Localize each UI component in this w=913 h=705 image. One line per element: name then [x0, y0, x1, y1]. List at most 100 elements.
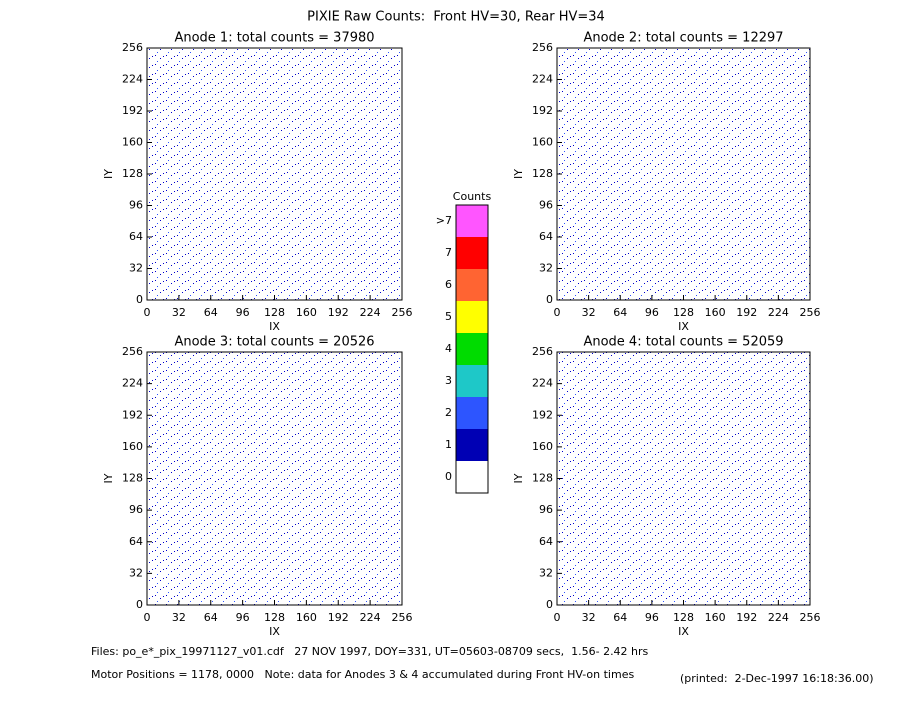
x-tick-label: 96 — [645, 306, 659, 319]
y-tick-label: 128 — [122, 167, 143, 180]
y-tick-label: 128 — [532, 167, 553, 180]
scatter-texture — [557, 352, 810, 605]
y-tick-label: 224 — [532, 73, 553, 86]
colorbar-label: 5 — [445, 310, 452, 323]
x-tick-label: 0 — [144, 611, 151, 624]
y-tick-label: 160 — [532, 136, 553, 149]
y-tick-label: 128 — [122, 472, 143, 485]
x-axis-label: IX — [269, 320, 280, 333]
footer-files: Files: po_e*_pix_19971127_v01.cdf 27 NOV… — [91, 645, 649, 658]
x-tick-label: 160 — [296, 611, 317, 624]
y-tick-label: 0 — [136, 293, 143, 306]
y-tick-label: 32 — [129, 566, 143, 579]
colorbar-cell — [456, 333, 488, 365]
x-tick-label: 160 — [705, 611, 726, 624]
x-tick-label: 128 — [264, 306, 285, 319]
x-tick-label: 96 — [236, 611, 250, 624]
y-axis-label: IY — [102, 473, 115, 483]
x-tick-label: 256 — [800, 306, 821, 319]
y-tick-label: 96 — [129, 199, 143, 212]
y-axis-label: IY — [102, 169, 115, 179]
x-axis-label: IX — [678, 625, 689, 638]
colorbar-cell — [456, 205, 488, 237]
colorbar-cell — [456, 301, 488, 333]
x-tick-label: 32 — [582, 306, 596, 319]
y-axis-label: IY — [512, 169, 525, 179]
colorbar-cell — [456, 397, 488, 429]
y-tick-label: 160 — [532, 440, 553, 453]
x-tick-label: 192 — [328, 306, 349, 319]
x-tick-label: 224 — [360, 306, 381, 319]
y-tick-label: 96 — [129, 503, 143, 516]
y-tick-label: 224 — [532, 377, 553, 390]
y-tick-label: 160 — [122, 440, 143, 453]
x-tick-label: 160 — [296, 306, 317, 319]
x-tick-label: 256 — [800, 611, 821, 624]
panel-title: Anode 1: total counts = 37980 — [174, 31, 374, 46]
y-tick-label: 192 — [122, 104, 143, 117]
x-tick-label: 0 — [554, 306, 561, 319]
colorbar-frame — [455, 204, 489, 494]
x-tick-label: 128 — [673, 611, 694, 624]
y-tick-label: 64 — [129, 535, 143, 548]
colorbar-cell — [456, 461, 488, 493]
y-tick-label: 32 — [129, 262, 143, 275]
colorbar-label: >7 — [436, 214, 452, 227]
footer-motor: Motor Positions = 1178, 0000 Note: data … — [91, 668, 634, 681]
y-tick-label: 256 — [122, 345, 143, 358]
page-title: PIXIE Raw Counts: Front HV=30, Rear HV=3… — [307, 10, 605, 25]
scatter-texture — [147, 352, 402, 605]
y-tick-label: 32 — [539, 566, 553, 579]
x-tick-label: 192 — [736, 306, 757, 319]
footer-printed: (printed: 2-Dec-1997 16:18:36.00) — [680, 672, 874, 685]
y-tick-label: 32 — [539, 262, 553, 275]
colorbar-cell — [456, 237, 488, 269]
x-tick-label: 192 — [328, 611, 349, 624]
x-tick-label: 224 — [768, 611, 789, 624]
y-tick-label: 64 — [129, 230, 143, 243]
y-tick-label: 96 — [539, 503, 553, 516]
x-tick-label: 192 — [736, 611, 757, 624]
y-tick-label: 128 — [532, 472, 553, 485]
x-axis-label: IX — [269, 625, 280, 638]
colorbar-cell — [456, 365, 488, 397]
y-axis-label: IY — [512, 473, 525, 483]
x-tick-label: 32 — [172, 306, 186, 319]
panel-title: Anode 4: total counts = 52059 — [583, 335, 783, 350]
scatter-texture — [557, 48, 810, 300]
colorbar-label: 7 — [445, 246, 452, 259]
colorbar-label: 2 — [445, 406, 452, 419]
x-tick-label: 64 — [204, 611, 218, 624]
colorbar-label: 3 — [445, 374, 452, 387]
y-tick-label: 0 — [546, 293, 553, 306]
y-tick-label: 0 — [136, 598, 143, 611]
y-tick-label: 64 — [539, 230, 553, 243]
x-tick-label: 32 — [582, 611, 596, 624]
y-tick-label: 192 — [532, 408, 553, 421]
x-tick-label: 128 — [673, 306, 694, 319]
y-tick-label: 256 — [532, 345, 553, 358]
x-tick-label: 160 — [705, 306, 726, 319]
y-tick-label: 64 — [539, 535, 553, 548]
panel-title: Anode 3: total counts = 20526 — [174, 335, 374, 350]
colorbar-label: 4 — [445, 342, 452, 355]
x-tick-label: 64 — [204, 306, 218, 319]
x-tick-label: 64 — [613, 306, 627, 319]
y-tick-label: 192 — [532, 104, 553, 117]
colorbar-cell — [456, 269, 488, 301]
x-tick-label: 256 — [392, 306, 413, 319]
colorbar-title: Counts — [453, 190, 492, 203]
x-tick-label: 0 — [144, 306, 151, 319]
x-tick-label: 224 — [768, 306, 789, 319]
y-tick-label: 224 — [122, 377, 143, 390]
colorbar-label: 6 — [445, 278, 452, 291]
x-tick-label: 32 — [172, 611, 186, 624]
y-tick-label: 160 — [122, 136, 143, 149]
scatter-texture — [147, 48, 402, 300]
colorbar-cell — [456, 429, 488, 461]
x-tick-label: 64 — [613, 611, 627, 624]
colorbar-label: 0 — [445, 470, 452, 483]
x-tick-label: 0 — [554, 611, 561, 624]
colorbar-label: 1 — [445, 438, 452, 451]
